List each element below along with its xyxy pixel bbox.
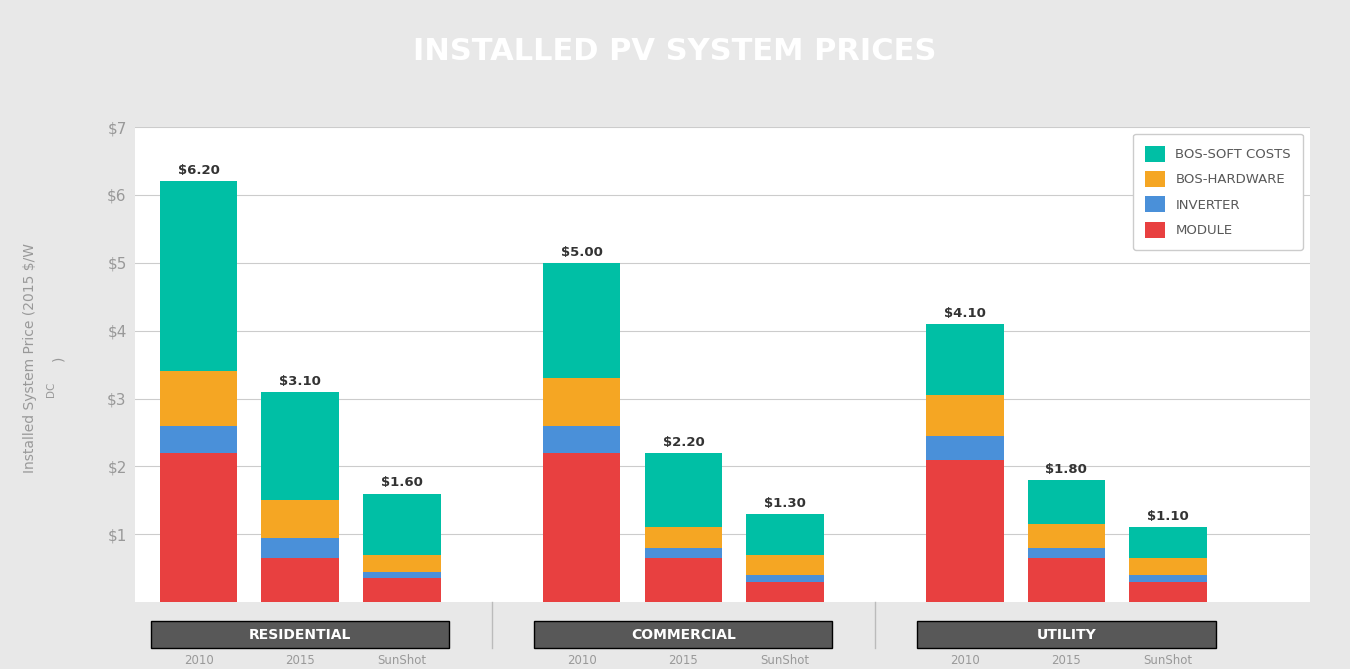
Bar (1027, 558, 1106, 602)
Bar (543, 378, 621, 425)
Bar (926, 460, 1003, 602)
Bar (1027, 524, 1106, 548)
Text: 2015: 2015 (285, 654, 316, 667)
Bar (926, 436, 1003, 460)
Text: SunShot
2020: SunShot 2020 (378, 654, 427, 669)
Text: $5.00: $5.00 (560, 246, 602, 259)
FancyBboxPatch shape (535, 621, 833, 648)
Bar (747, 575, 824, 582)
Bar (926, 395, 1003, 436)
Bar (1130, 527, 1207, 558)
Bar (644, 558, 722, 602)
Text: DC: DC (46, 382, 57, 397)
Bar (1130, 558, 1207, 575)
Bar (159, 453, 238, 602)
Bar (644, 527, 722, 548)
Text: COMMERCIAL: COMMERCIAL (630, 628, 736, 642)
Text: $1.60: $1.60 (381, 476, 423, 490)
Text: Installed System Price (2015 $/W: Installed System Price (2015 $/W (23, 243, 36, 473)
Bar (1130, 575, 1207, 582)
Text: $6.20: $6.20 (178, 165, 220, 177)
Text: SunShot
2020: SunShot 2020 (1143, 654, 1193, 669)
Bar (363, 578, 441, 602)
Bar (543, 453, 621, 602)
Text: SunShot
2020: SunShot 2020 (760, 654, 810, 669)
Text: $1.10: $1.10 (1148, 510, 1189, 523)
Text: $1.30: $1.30 (764, 497, 806, 510)
Text: ): ) (51, 355, 65, 361)
Text: 2010: 2010 (567, 654, 597, 667)
Bar (747, 582, 824, 602)
Text: UTILITY: UTILITY (1037, 628, 1096, 642)
Bar (363, 494, 441, 555)
FancyBboxPatch shape (151, 621, 450, 648)
Bar (363, 571, 441, 578)
Bar (159, 371, 238, 425)
Text: $2.20: $2.20 (663, 436, 705, 449)
Bar (1027, 548, 1106, 558)
Bar (159, 181, 238, 371)
Text: INSTALLED PV SYSTEM PRICES: INSTALLED PV SYSTEM PRICES (413, 37, 937, 66)
Text: 2010: 2010 (184, 654, 213, 667)
Bar (644, 453, 722, 527)
FancyBboxPatch shape (917, 621, 1215, 648)
Text: 2015: 2015 (668, 654, 698, 667)
Bar (1130, 582, 1207, 602)
Bar (747, 514, 824, 555)
Text: $1.80: $1.80 (1045, 463, 1087, 476)
Bar (262, 558, 339, 602)
Text: $4.10: $4.10 (944, 307, 986, 320)
Bar (747, 555, 824, 575)
Bar (262, 538, 339, 558)
Bar (644, 548, 722, 558)
Text: 2010: 2010 (950, 654, 980, 667)
Bar (543, 425, 621, 453)
Bar (1027, 480, 1106, 524)
Bar (543, 263, 621, 378)
Bar (363, 555, 441, 571)
Bar (262, 500, 339, 538)
Text: 2015: 2015 (1052, 654, 1081, 667)
Bar (262, 392, 339, 500)
Bar (159, 425, 238, 453)
Text: $3.10: $3.10 (279, 375, 321, 387)
Bar (926, 324, 1003, 395)
Text: RESIDENTIAL: RESIDENTIAL (250, 628, 351, 642)
Legend: BOS-SOFT COSTS, BOS-HARDWARE, INVERTER, MODULE: BOS-SOFT COSTS, BOS-HARDWARE, INVERTER, … (1133, 134, 1303, 250)
